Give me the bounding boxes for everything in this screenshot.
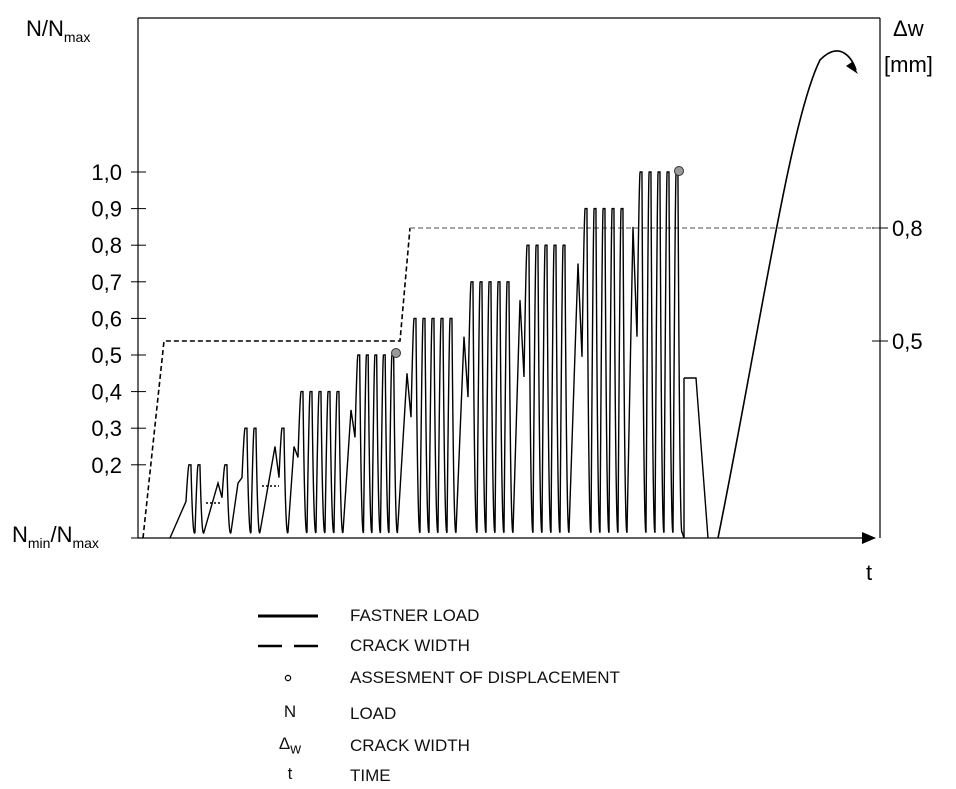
y-left-tick-label: 0,8 (91, 233, 122, 258)
assessment-point (391, 348, 401, 358)
legend-label: LOAD (350, 704, 397, 723)
legend-symbol-text: N (283, 702, 297, 721)
y-left-title: N/Nmax (26, 16, 90, 45)
y-right-tick-label: 0,5 (892, 329, 923, 354)
legend-solid-line-symbol (250, 604, 330, 628)
y-right-title-line1: Δw (893, 16, 924, 41)
y-left-tick-label: 0,4 (91, 380, 122, 405)
x-axis-label: t (866, 560, 872, 585)
assessment-point (674, 166, 684, 176)
fastener-load-line (169, 171, 685, 539)
legend-item-fastener-load: FASTNER LOAD (250, 604, 750, 628)
legend-item-load: N LOAD (250, 702, 750, 726)
legend-symbol-text: Δw (278, 734, 302, 758)
legend-dashed-line-symbol (250, 634, 330, 658)
legend-label: ASSESMENT OF DISPLACEMENT (350, 668, 620, 687)
legend-item-crack-width: CRACK WIDTH (250, 634, 750, 658)
y-left-tick-label: 0,5 (91, 343, 122, 368)
legend-symbol-text: t (287, 764, 293, 783)
y-left-min-label: Nmin/Nmax (12, 522, 99, 551)
legend-dot-symbol (250, 666, 330, 690)
legend-item-crack-width-symbol: Δw CRACK WIDTH (250, 734, 750, 758)
legend-label: FASTNER LOAD (350, 606, 480, 625)
legend-item-assessment: ASSESMENT OF DISPLACEMENT (250, 666, 750, 690)
y-left-ticks: 1,0 0,9 0,8 0,7 0,6 0,5 0,4 0,3 0,2 (91, 160, 146, 478)
legend-label: TIME (350, 766, 391, 785)
crack-width-line-lower (142, 227, 411, 539)
fastener-load-sustained (684, 377, 709, 539)
assessment-markers (391, 166, 684, 358)
x-axis-arrow (862, 532, 876, 544)
y-left-tick-label: 0,2 (91, 453, 122, 478)
crack-width-series (142, 227, 880, 539)
y-right-tick-label: 0,8 (892, 216, 923, 241)
y-left-tick-label: 0,6 (91, 306, 122, 331)
y-left-tick-label: 0,7 (91, 270, 122, 295)
legend-label: CRACK WIDTH (350, 636, 470, 655)
legend-item-time: t TIME (250, 764, 750, 788)
y-left-tick-label: 0,3 (91, 416, 122, 441)
failure-curve (717, 50, 857, 539)
chart: N/Nmax Nmin/Nmax Δw [mm] t 1,0 0,9 0,8 0,7 0… (12, 16, 933, 585)
failure-arrow (846, 62, 858, 74)
legend-label: CRACK WIDTH (350, 736, 470, 755)
y-right-title-line2: [mm] (884, 52, 933, 77)
fastener-load-series (169, 50, 858, 539)
y-left-tick-label: 1,0 (91, 160, 122, 185)
y-right-ticks: 0,8 0,5 (872, 216, 923, 354)
y-left-tick-label: 0,9 (91, 197, 122, 222)
